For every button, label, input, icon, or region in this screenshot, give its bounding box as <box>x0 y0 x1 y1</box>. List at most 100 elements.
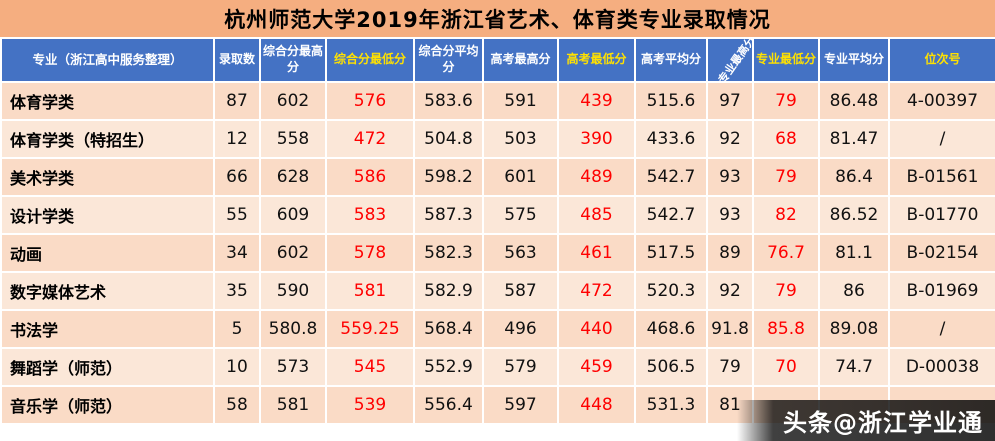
value-cell: 520.3 <box>634 271 708 311</box>
value-cell: 598.2 <box>413 157 484 197</box>
col-header-subject-avg: 专业平均分 <box>818 37 890 83</box>
value-cell: B-01561 <box>888 157 995 197</box>
table-row: 体育学类（特招生） 12 558 472 504.8 503 390 433.6 92 68 81.… <box>0 119 995 159</box>
value-cell: 93 <box>706 195 754 235</box>
col-header-rank-no: 位次号 <box>888 37 995 83</box>
col-header-gaokao-avg: 高考平均分 <box>634 37 708 83</box>
value-cell: 459 <box>557 347 636 387</box>
value-cell: 86.4 <box>818 157 890 197</box>
value-cell: 517.5 <box>634 233 708 273</box>
value-cell: 70 <box>752 347 820 387</box>
value-cell: 578 <box>325 233 415 273</box>
value-cell: 587.3 <box>413 195 484 235</box>
table-row: 动画 34 602 578 582.3 563 461 517.5 89 76.7 81.1 B-02… <box>0 233 995 273</box>
value-cell: 504.8 <box>413 119 484 159</box>
col-header-gaokao-max: 高考最高分 <box>482 37 559 83</box>
value-cell: 55 <box>213 195 261 235</box>
value-cell: 581 <box>325 271 415 311</box>
value-cell: 34 <box>213 233 261 273</box>
value-cell: 82 <box>752 195 820 235</box>
value-cell: 461 <box>557 233 636 273</box>
col-header-admit-count: 录取数 <box>213 37 261 83</box>
table-row: 美术学类 66 628 586 598.2 601 489 542.7 93 79 86.4 B-01… <box>0 157 995 197</box>
table-header: 专业（浙江高中服务整理） 录取数 综合分最高分 综合分最低分 综合分平均分 高考… <box>0 37 995 83</box>
value-cell: 485 <box>557 195 636 235</box>
value-cell: 602 <box>259 81 327 121</box>
value-cell: 586 <box>325 157 415 197</box>
value-cell: 552.9 <box>413 347 484 387</box>
value-cell: 576 <box>325 81 415 121</box>
value-cell: 583.6 <box>413 81 484 121</box>
value-cell: D-00038 <box>888 347 995 387</box>
col-header-composite-avg: 综合分平均分 <box>413 37 484 83</box>
value-cell: 558 <box>259 119 327 159</box>
value-cell: 91.8 <box>706 309 754 349</box>
table-row: 书法学 5 580.8 559.25 568.4 496 440 468.6 91.8 85.8 8… <box>0 309 995 349</box>
value-cell: 556.4 <box>413 385 484 425</box>
value-cell: 79 <box>752 271 820 311</box>
value-cell: 496 <box>482 309 559 349</box>
major-name-cell: 体育学类 <box>0 81 215 121</box>
value-cell: 79 <box>752 81 820 121</box>
value-cell: 4-00397 <box>888 81 995 121</box>
major-name-cell: 书法学 <box>0 309 215 349</box>
value-cell: 628 <box>259 157 327 197</box>
value-cell: 87 <box>213 81 261 121</box>
value-cell: 582.9 <box>413 271 484 311</box>
value-cell: 472 <box>557 271 636 311</box>
value-cell: 12 <box>213 119 261 159</box>
value-cell: 390 <box>557 119 636 159</box>
value-cell: 79 <box>706 347 754 387</box>
table-row: 舞蹈学（师范） 10 573 545 552.9 579 459 506.5 79 70 74.7 D… <box>0 347 995 387</box>
value-cell: B-02154 <box>888 233 995 273</box>
value-cell: B-01770 <box>888 195 995 235</box>
major-name-cell: 音乐学（师范） <box>0 385 215 425</box>
value-cell: 92 <box>706 119 754 159</box>
value-cell: 81.47 <box>818 119 890 159</box>
value-cell: 506.5 <box>634 347 708 387</box>
value-cell: 579 <box>482 347 559 387</box>
rotated-header-label: 专业最高分 <box>715 38 753 82</box>
value-cell: 97 <box>706 81 754 121</box>
col-header-composite-max: 综合分最高分 <box>259 37 327 83</box>
value-cell: 503 <box>482 119 559 159</box>
page-title: 杭州师范大学2019年浙江省艺术、体育类专业录取情况 <box>0 0 995 37</box>
value-cell: 568.4 <box>413 309 484 349</box>
value-cell: 575 <box>482 195 559 235</box>
value-cell: 542.7 <box>634 157 708 197</box>
value-cell: B-01969 <box>888 271 995 311</box>
value-cell: 545 <box>325 347 415 387</box>
col-header-major: 专业（浙江高中服务整理） <box>0 37 215 83</box>
value-cell: 489 <box>557 157 636 197</box>
value-cell: 597 <box>482 385 559 425</box>
value-cell: 580.8 <box>259 309 327 349</box>
value-cell: 601 <box>482 157 559 197</box>
value-cell: 531.3 <box>634 385 708 425</box>
value-cell: 573 <box>259 347 327 387</box>
value-cell: / <box>888 119 995 159</box>
value-cell: 433.6 <box>634 119 708 159</box>
value-cell: 591 <box>482 81 559 121</box>
value-cell: / <box>888 309 995 349</box>
value-cell: 439 <box>557 81 636 121</box>
value-cell: 93 <box>706 157 754 197</box>
value-cell: 583 <box>325 195 415 235</box>
value-cell: 581 <box>259 385 327 425</box>
value-cell: 468.6 <box>634 309 708 349</box>
table-row: 设计学类 55 609 583 587.3 575 485 542.7 93 82 86.52 B-0… <box>0 195 995 235</box>
value-cell: 515.6 <box>634 81 708 121</box>
value-cell: 58 <box>213 385 261 425</box>
major-name-cell: 数字媒体艺术 <box>0 271 215 311</box>
value-cell: 602 <box>259 233 327 273</box>
value-cell: 590 <box>259 271 327 311</box>
table-row: 数字媒体艺术 35 590 581 582.9 587 472 520.3 92 79 86 B-01… <box>0 271 995 311</box>
value-cell: 86.52 <box>818 195 890 235</box>
col-header-subject-max: 专业最高分 <box>706 37 754 83</box>
table-row: 体育学类 87 602 576 583.6 591 439 515.6 97 79 86.48 4-0… <box>0 81 995 121</box>
value-cell: 472 <box>325 119 415 159</box>
admission-score-table: 专业（浙江高中服务整理） 录取数 综合分最高分 综合分最低分 综合分平均分 高考… <box>0 37 995 425</box>
major-name-cell: 体育学类（特招生） <box>0 119 215 159</box>
value-cell: 79 <box>752 157 820 197</box>
value-cell: 92 <box>706 271 754 311</box>
value-cell: 542.7 <box>634 195 708 235</box>
